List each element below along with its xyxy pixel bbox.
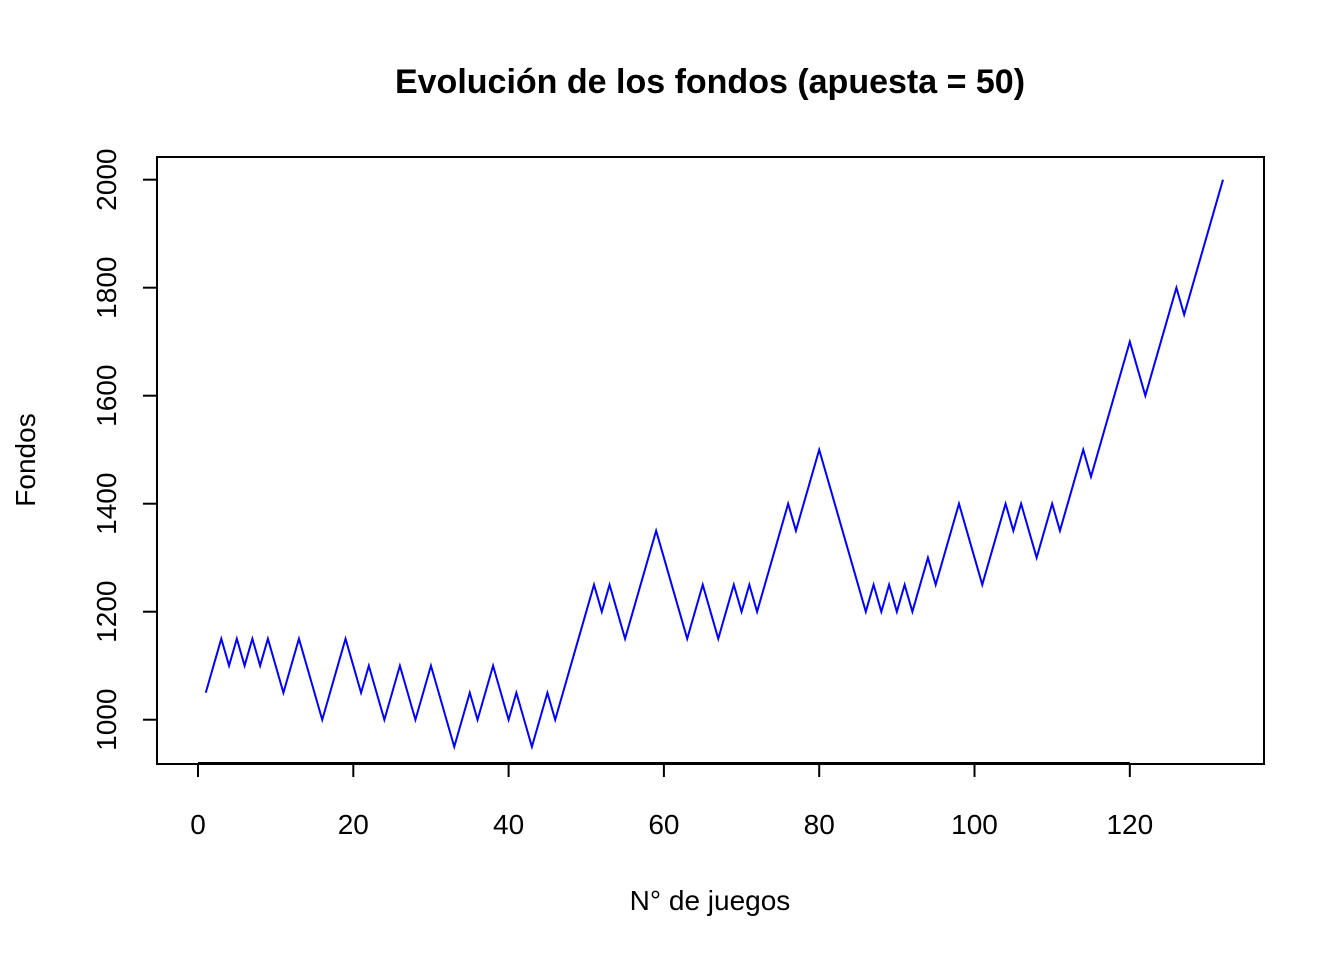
y-axis: 1000 1200 1400 1600 1800 2000 xyxy=(91,149,158,751)
y-tick-label-1400: 1400 xyxy=(91,473,122,535)
y-tick-label-1200: 1200 xyxy=(91,581,122,643)
x-tick-label-0: 0 xyxy=(190,809,206,840)
x-tick-label-100: 100 xyxy=(951,809,998,840)
series-layer xyxy=(204,179,1224,751)
y-tick-label-1800: 1800 xyxy=(91,257,122,319)
series-line-1 xyxy=(204,179,1224,751)
x-tick-label-80: 80 xyxy=(804,809,835,840)
x-tick-label-60: 60 xyxy=(648,809,679,840)
x-axis-title: N° de juegos xyxy=(630,885,791,916)
x-tick-label-120: 120 xyxy=(1106,809,1153,840)
x-tick-label-20: 20 xyxy=(338,809,369,840)
y-axis-title: Fondos xyxy=(10,413,41,506)
y-tick-label-1000: 1000 xyxy=(91,689,122,751)
y-tick-label-2000: 2000 xyxy=(91,149,122,211)
y-tick-label-1600: 1600 xyxy=(91,365,122,427)
plot-frame xyxy=(156,156,1265,765)
x-axis: 0 20 40 60 80 100 120 xyxy=(190,762,1153,840)
chart-title: Evolución de los fondos (apuesta = 50) xyxy=(395,63,1025,101)
x-tick-label-40: 40 xyxy=(493,809,524,840)
